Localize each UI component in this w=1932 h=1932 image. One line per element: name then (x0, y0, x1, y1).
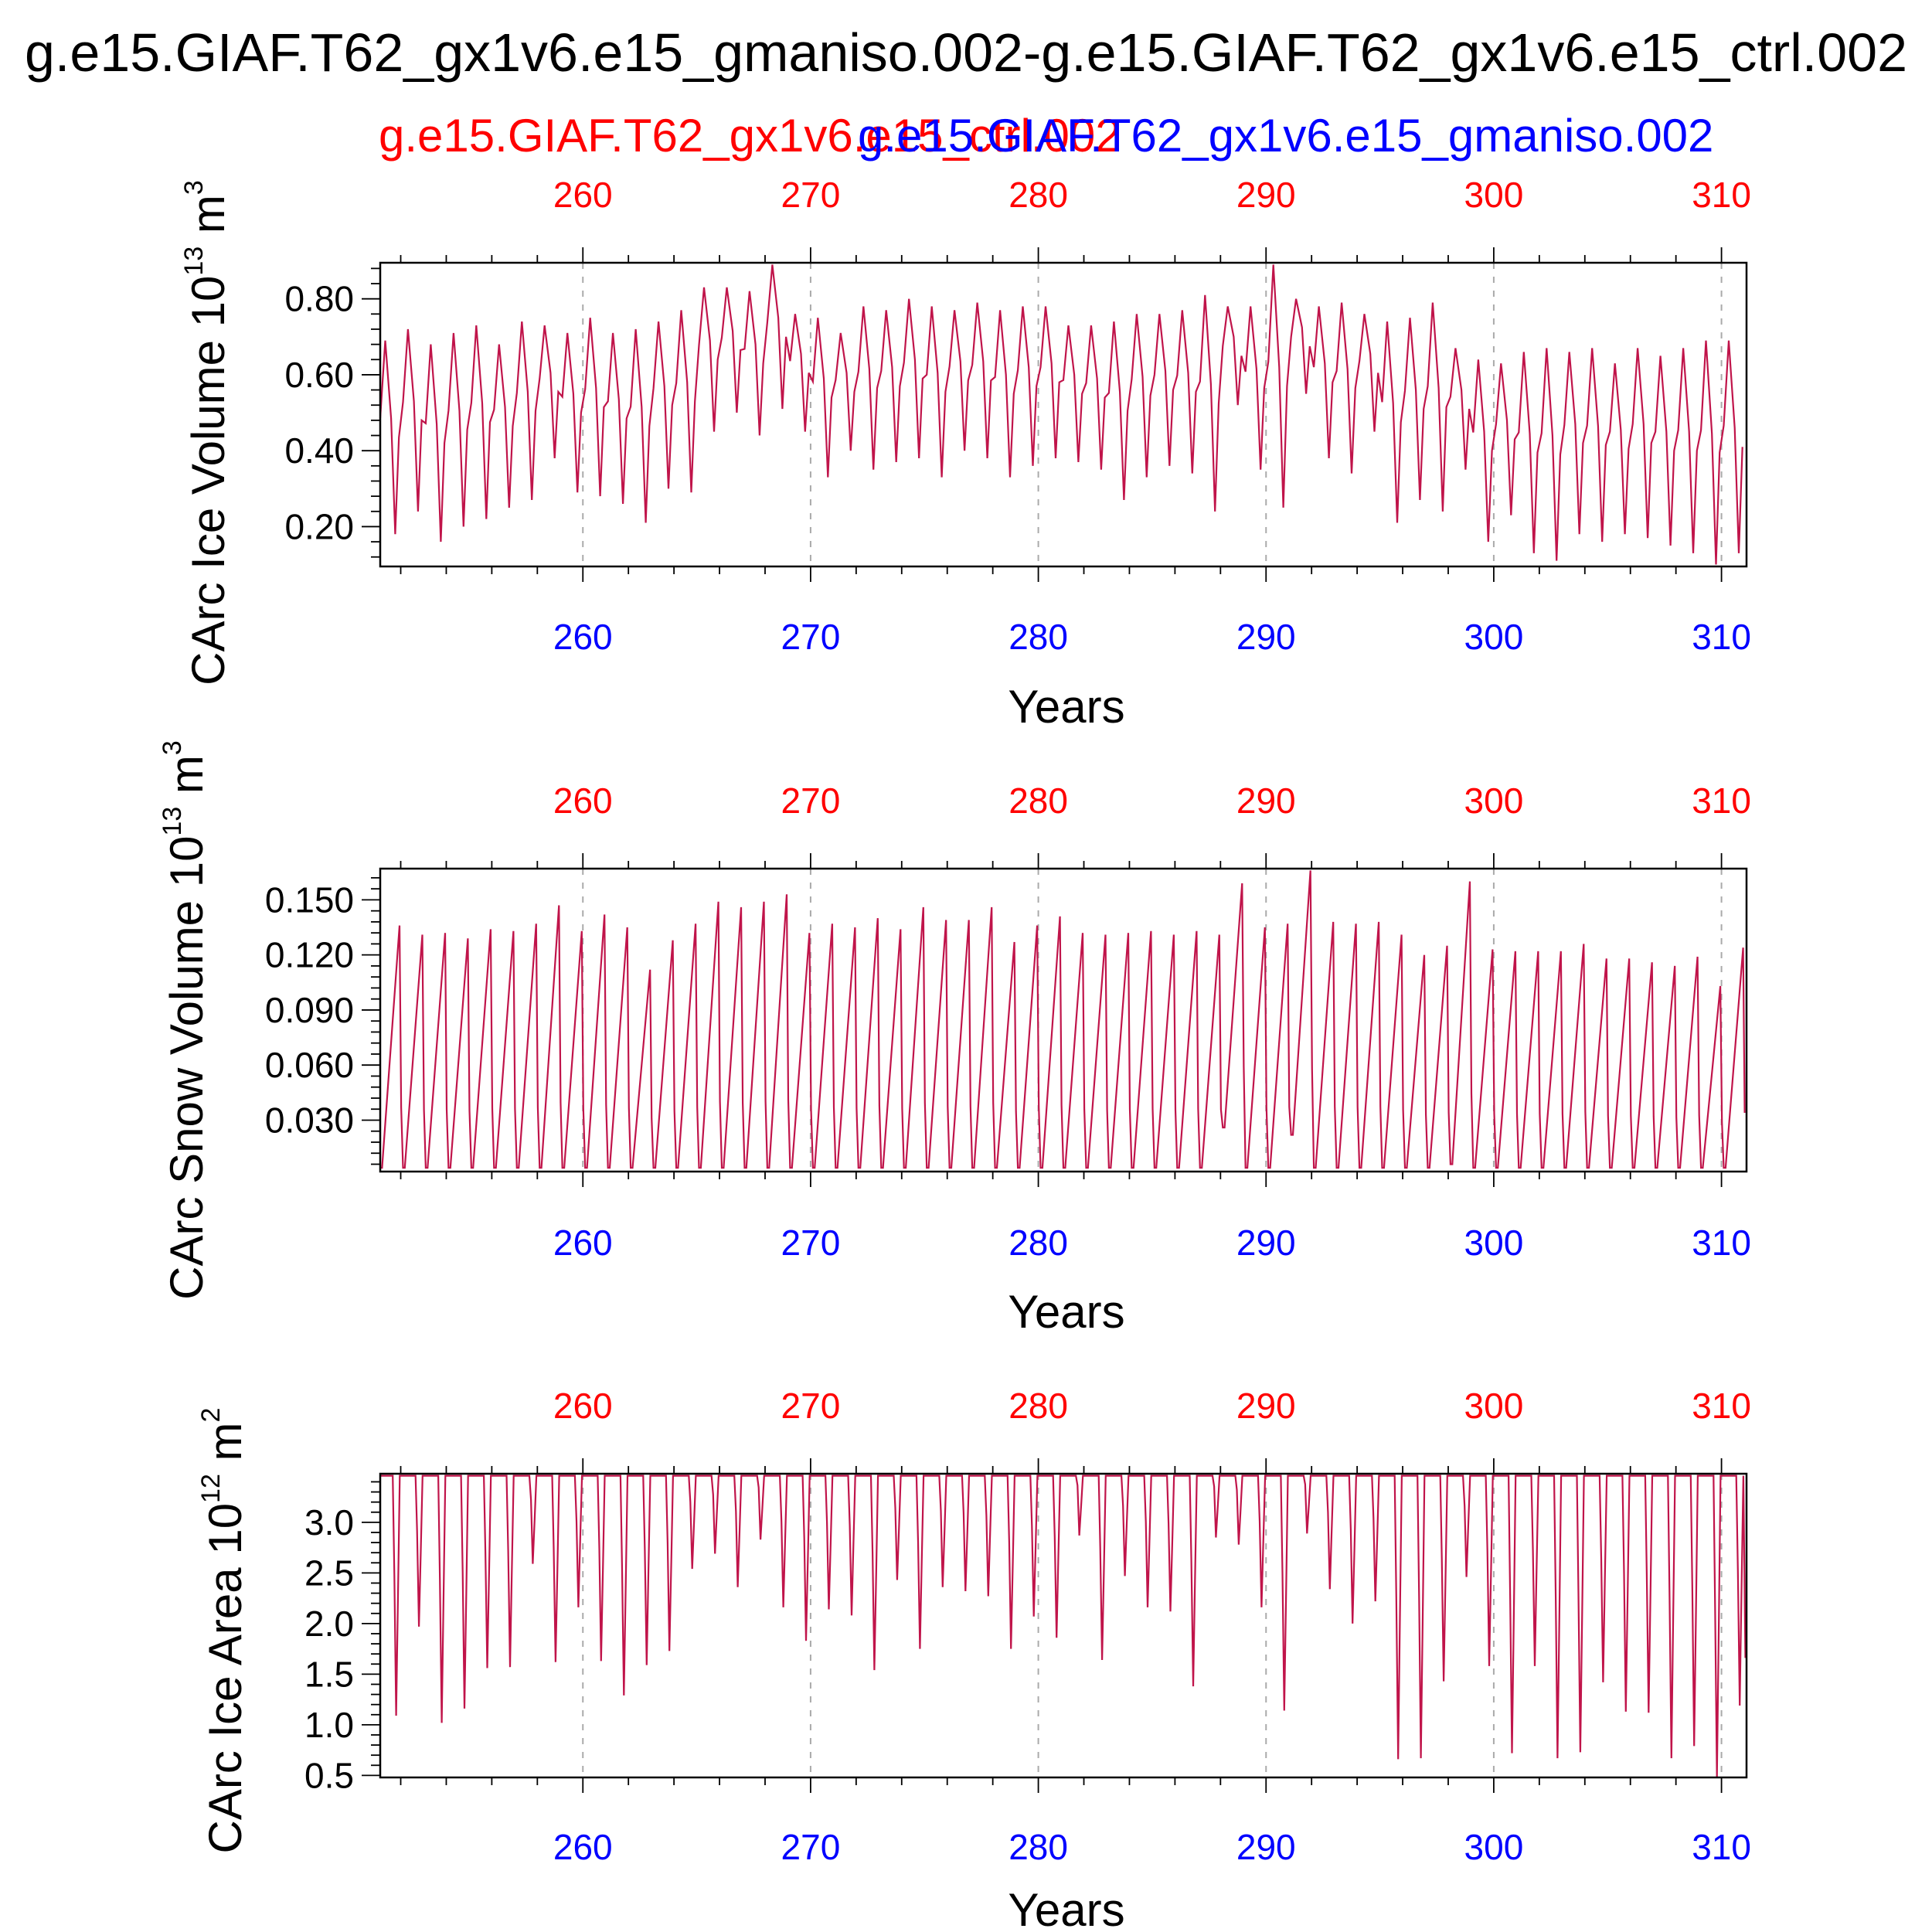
y-tick-label: 0.120 (265, 935, 354, 975)
y-axis-label-text: CArc Ice Area 10 (199, 1503, 251, 1854)
figure-title: g.e15.GIAF.T62_gx1v6.e15_gmaniso.002-g.e… (25, 22, 1907, 83)
x-tick-label-bottom: 300 (1464, 1223, 1524, 1263)
x-axis-label: Years (1008, 1884, 1124, 1932)
y-tick-label: 0.090 (265, 990, 354, 1030)
plot-frame (379, 261, 1748, 568)
x-tick-label-top: 280 (1009, 781, 1068, 821)
x-tick-label-bottom: 270 (781, 1827, 841, 1867)
x-tick-label-bottom: 260 (553, 1827, 613, 1867)
ice-area-panel: 260 260 270 270 280 280 290 290 300 300 310 310 0.5 1… (196, 1386, 1751, 1932)
ice-volume-panel: 260 260 270 270 280 280 290 290 300 300 310 310 0.20… (179, 175, 1751, 733)
x-tick-label-bottom: 260 (553, 617, 613, 657)
x-tick-label-bottom: 300 (1464, 617, 1524, 657)
y-tick-label: 0.5 (304, 1755, 354, 1795)
x-tick-label-top: 260 (553, 1386, 613, 1426)
series-line-ctrl-gmaniso (379, 264, 1743, 565)
x-tick-label-top: 280 (1009, 1386, 1068, 1426)
x-tick-label-top: 290 (1236, 781, 1296, 821)
y-axis-label-exponent: 3 (179, 180, 209, 195)
y-tick-label: 0.60 (284, 355, 354, 395)
x-tick-label-bottom: 260 (553, 1223, 613, 1263)
x-tick-label-bottom: 280 (1009, 1827, 1068, 1867)
y-axis-label-exponent: 2 (196, 1408, 226, 1423)
y-axis-label-exponent: 13 (179, 247, 209, 276)
x-tick-label-bottom: 310 (1692, 617, 1751, 657)
x-tick-label-top: 260 (553, 781, 613, 821)
y-tick-label: 1.0 (304, 1705, 354, 1745)
y-axis-label: CArc Ice Volume 1013 m3 (179, 180, 234, 685)
y-tick-label: 0.40 (284, 430, 354, 471)
y-axis-label-exponent: 3 (158, 740, 187, 755)
x-tick-label-bottom: 290 (1236, 1223, 1296, 1263)
y-tick-label: 1.5 (304, 1654, 354, 1694)
x-tick-label-bottom: 270 (781, 1223, 841, 1263)
y-tick-label: 2.0 (304, 1604, 354, 1644)
x-tick-label-top: 310 (1692, 1386, 1751, 1426)
x-tick-label-bottom: 310 (1692, 1223, 1751, 1263)
x-axis-label: Years (1008, 681, 1124, 733)
plot-frame (379, 1472, 1748, 1779)
x-tick-label-bottom: 280 (1009, 617, 1068, 657)
series-line-ctrl-gmaniso (380, 1475, 1747, 1778)
x-tick-label-bottom: 300 (1464, 1827, 1524, 1867)
snow-volume-panel: 260 260 270 270 280 280 290 290 300 300 310 310 0.03… (158, 740, 1751, 1338)
x-tick-label-top: 280 (1009, 175, 1068, 215)
x-tick-label-top: 270 (781, 781, 841, 821)
y-tick-label: 0.060 (265, 1045, 354, 1085)
y-tick-label: 2.5 (304, 1553, 354, 1593)
x-tick-label-top: 290 (1236, 1386, 1296, 1426)
plot-frame (379, 867, 1748, 1173)
x-tick-label-bottom: 310 (1692, 1827, 1751, 1867)
y-axis-label-text: m (199, 1422, 251, 1474)
legend-gmaniso: g.e15.GIAF.T62_gx1v6.e15_gmaniso.002 (858, 110, 1713, 162)
x-tick-label-bottom: 290 (1236, 617, 1296, 657)
legend-ctrl: g.e15.GIAF.T62_gx1v6.e15_ctrl.002 (379, 110, 1121, 162)
y-axis-label: CArc Snow Volume 1013 m3 (158, 740, 213, 1300)
y-axis-label-text: m (161, 755, 213, 807)
x-tick-label-top: 290 (1236, 175, 1296, 215)
x-tick-label-top: 310 (1692, 781, 1751, 821)
y-axis-label-exponent: 12 (196, 1474, 226, 1503)
x-tick-label-top: 300 (1464, 781, 1524, 821)
x-tick-label-top: 300 (1464, 175, 1524, 215)
x-tick-label-top: 260 (553, 175, 613, 215)
x-tick-label-bottom: 270 (781, 617, 841, 657)
y-axis-label: CArc Ice Area 1012 m2 (196, 1408, 251, 1854)
y-axis-label-text: m (182, 195, 234, 247)
y-tick-label: 3.0 (304, 1502, 354, 1543)
y-tick-label: 0.20 (284, 506, 354, 546)
y-axis-label-text: CArc Ice Volume 10 (182, 276, 234, 685)
y-tick-label: 0.80 (284, 279, 354, 319)
y-tick-label: 0.030 (265, 1100, 354, 1140)
x-tick-label-top: 310 (1692, 175, 1751, 215)
x-tick-label-bottom: 290 (1236, 1827, 1296, 1867)
y-axis-label-text: CArc Snow Volume 10 (161, 836, 213, 1300)
x-axis-label: Years (1008, 1286, 1124, 1338)
y-axis-label-exponent: 13 (158, 807, 187, 836)
series-line-ctrl-gmaniso (380, 870, 1746, 1169)
x-tick-label-top: 270 (781, 175, 841, 215)
y-tick-label: 0.150 (265, 879, 354, 920)
x-tick-label-top: 300 (1464, 1386, 1524, 1426)
x-tick-label-top: 270 (781, 1386, 841, 1426)
x-tick-label-bottom: 280 (1009, 1223, 1068, 1263)
